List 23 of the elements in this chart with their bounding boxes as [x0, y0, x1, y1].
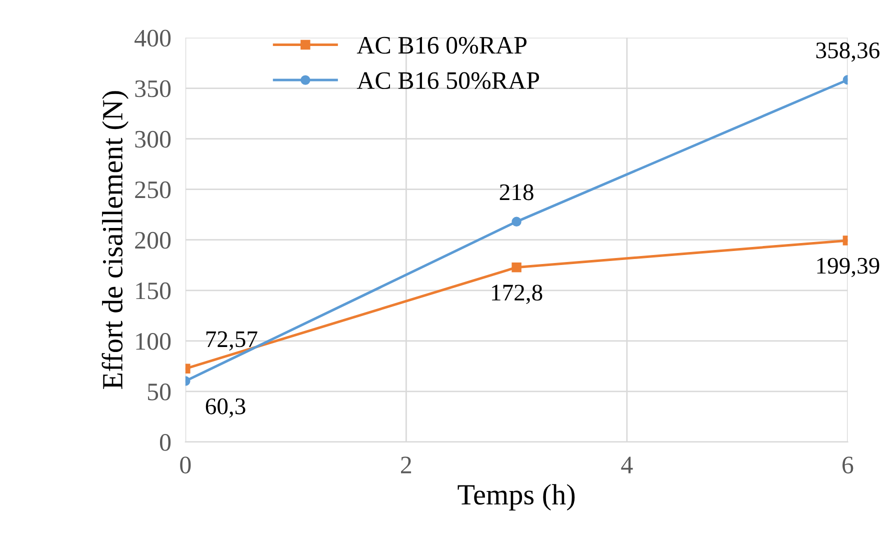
y-tick-label: 400 — [134, 30, 171, 47]
y-axis-title: Effort de cisaillement (N) — [102, 91, 128, 389]
data-label: 199,39 — [817, 258, 880, 278]
data-label: 60,3 — [206, 398, 246, 418]
y-tick-label: 150 — [136, 282, 171, 300]
data-label: 358,36 — [816, 42, 880, 62]
x-tick-label: 2 — [401, 456, 412, 474]
x-tick-label: 0 — [180, 456, 191, 474]
legend-label: AC B16 50%RAP — [356, 72, 540, 90]
y-tick-label: 50 — [148, 384, 171, 400]
x-tick-label: 4 — [621, 456, 633, 474]
data-label: 218 — [500, 184, 534, 200]
y-tick-label: 200 — [135, 232, 171, 249]
y-tick-label: 350 — [135, 80, 171, 98]
data-label: 172,8 — [492, 284, 542, 304]
x-axis-title: Temps (h) — [458, 484, 575, 511]
data-label: 72,57 — [206, 331, 258, 351]
y-tick-label: 250 — [135, 181, 171, 198]
legend-label: AC B16 0%RAP — [356, 36, 527, 54]
y-tick-label: 100 — [136, 332, 171, 350]
x-tick-label: 6 — [842, 456, 854, 474]
y-tick-label: 300 — [135, 130, 171, 148]
y-tick-label: 0 — [160, 434, 171, 451]
